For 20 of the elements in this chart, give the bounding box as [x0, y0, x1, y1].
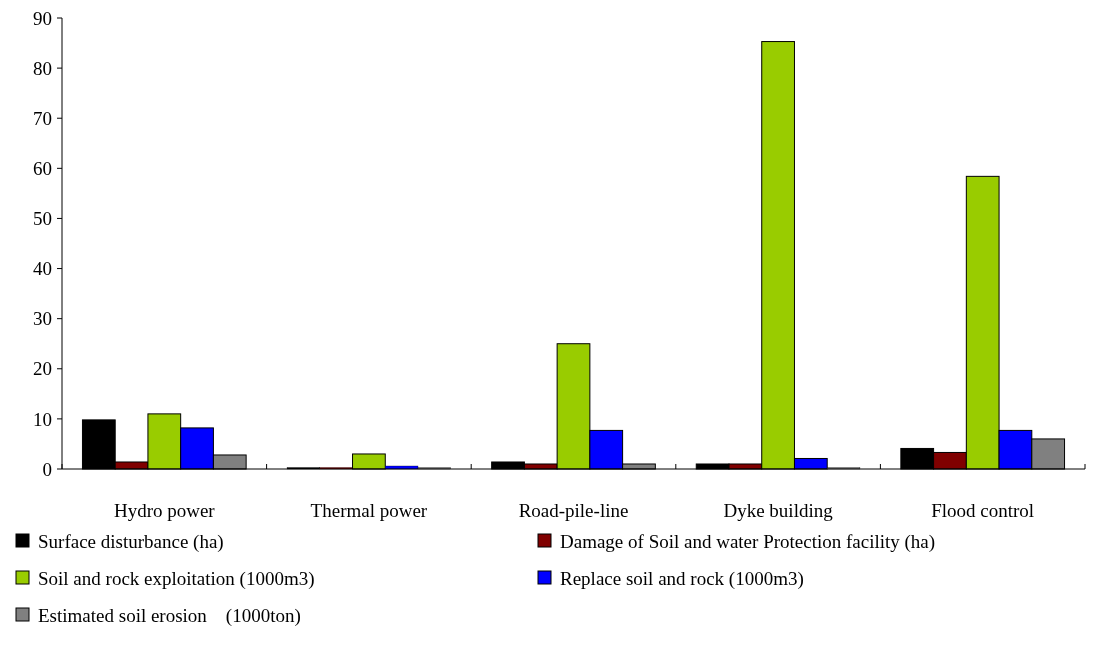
y-tick-label: 50 — [33, 208, 52, 230]
legend-label: Soil and rock exploitation (1000m3) — [38, 567, 315, 590]
y-tick-label: 10 — [33, 408, 52, 430]
x-tick-label: Flood control — [931, 500, 1035, 521]
y-tick-label: 70 — [33, 107, 52, 129]
legend-label: Replace soil and rock (1000m3) — [560, 567, 804, 590]
y-tick-label: 60 — [33, 157, 52, 179]
x-tick-label: Dyke building — [723, 500, 834, 521]
y-tick-label: 90 — [33, 7, 52, 29]
legend-label: Damage of Soil and water Protection facility (ha) — [560, 530, 936, 553]
y-tick-label: 80 — [33, 57, 52, 79]
legend-label: Surface disturbance (ha) — [38, 530, 224, 553]
x-tick-label: Hydro power — [113, 500, 216, 521]
x-tick-label: Road-pile-line — [518, 500, 629, 521]
y-tick-label: 30 — [33, 308, 52, 330]
y-tick-label: 20 — [33, 358, 52, 380]
x-tick-label: Thermal power — [310, 500, 428, 521]
legend-label: Estimated soil erosion (1000ton) — [38, 604, 301, 627]
y-tick-label: 40 — [33, 258, 52, 280]
y-tick-label: 0 — [42, 458, 52, 480]
